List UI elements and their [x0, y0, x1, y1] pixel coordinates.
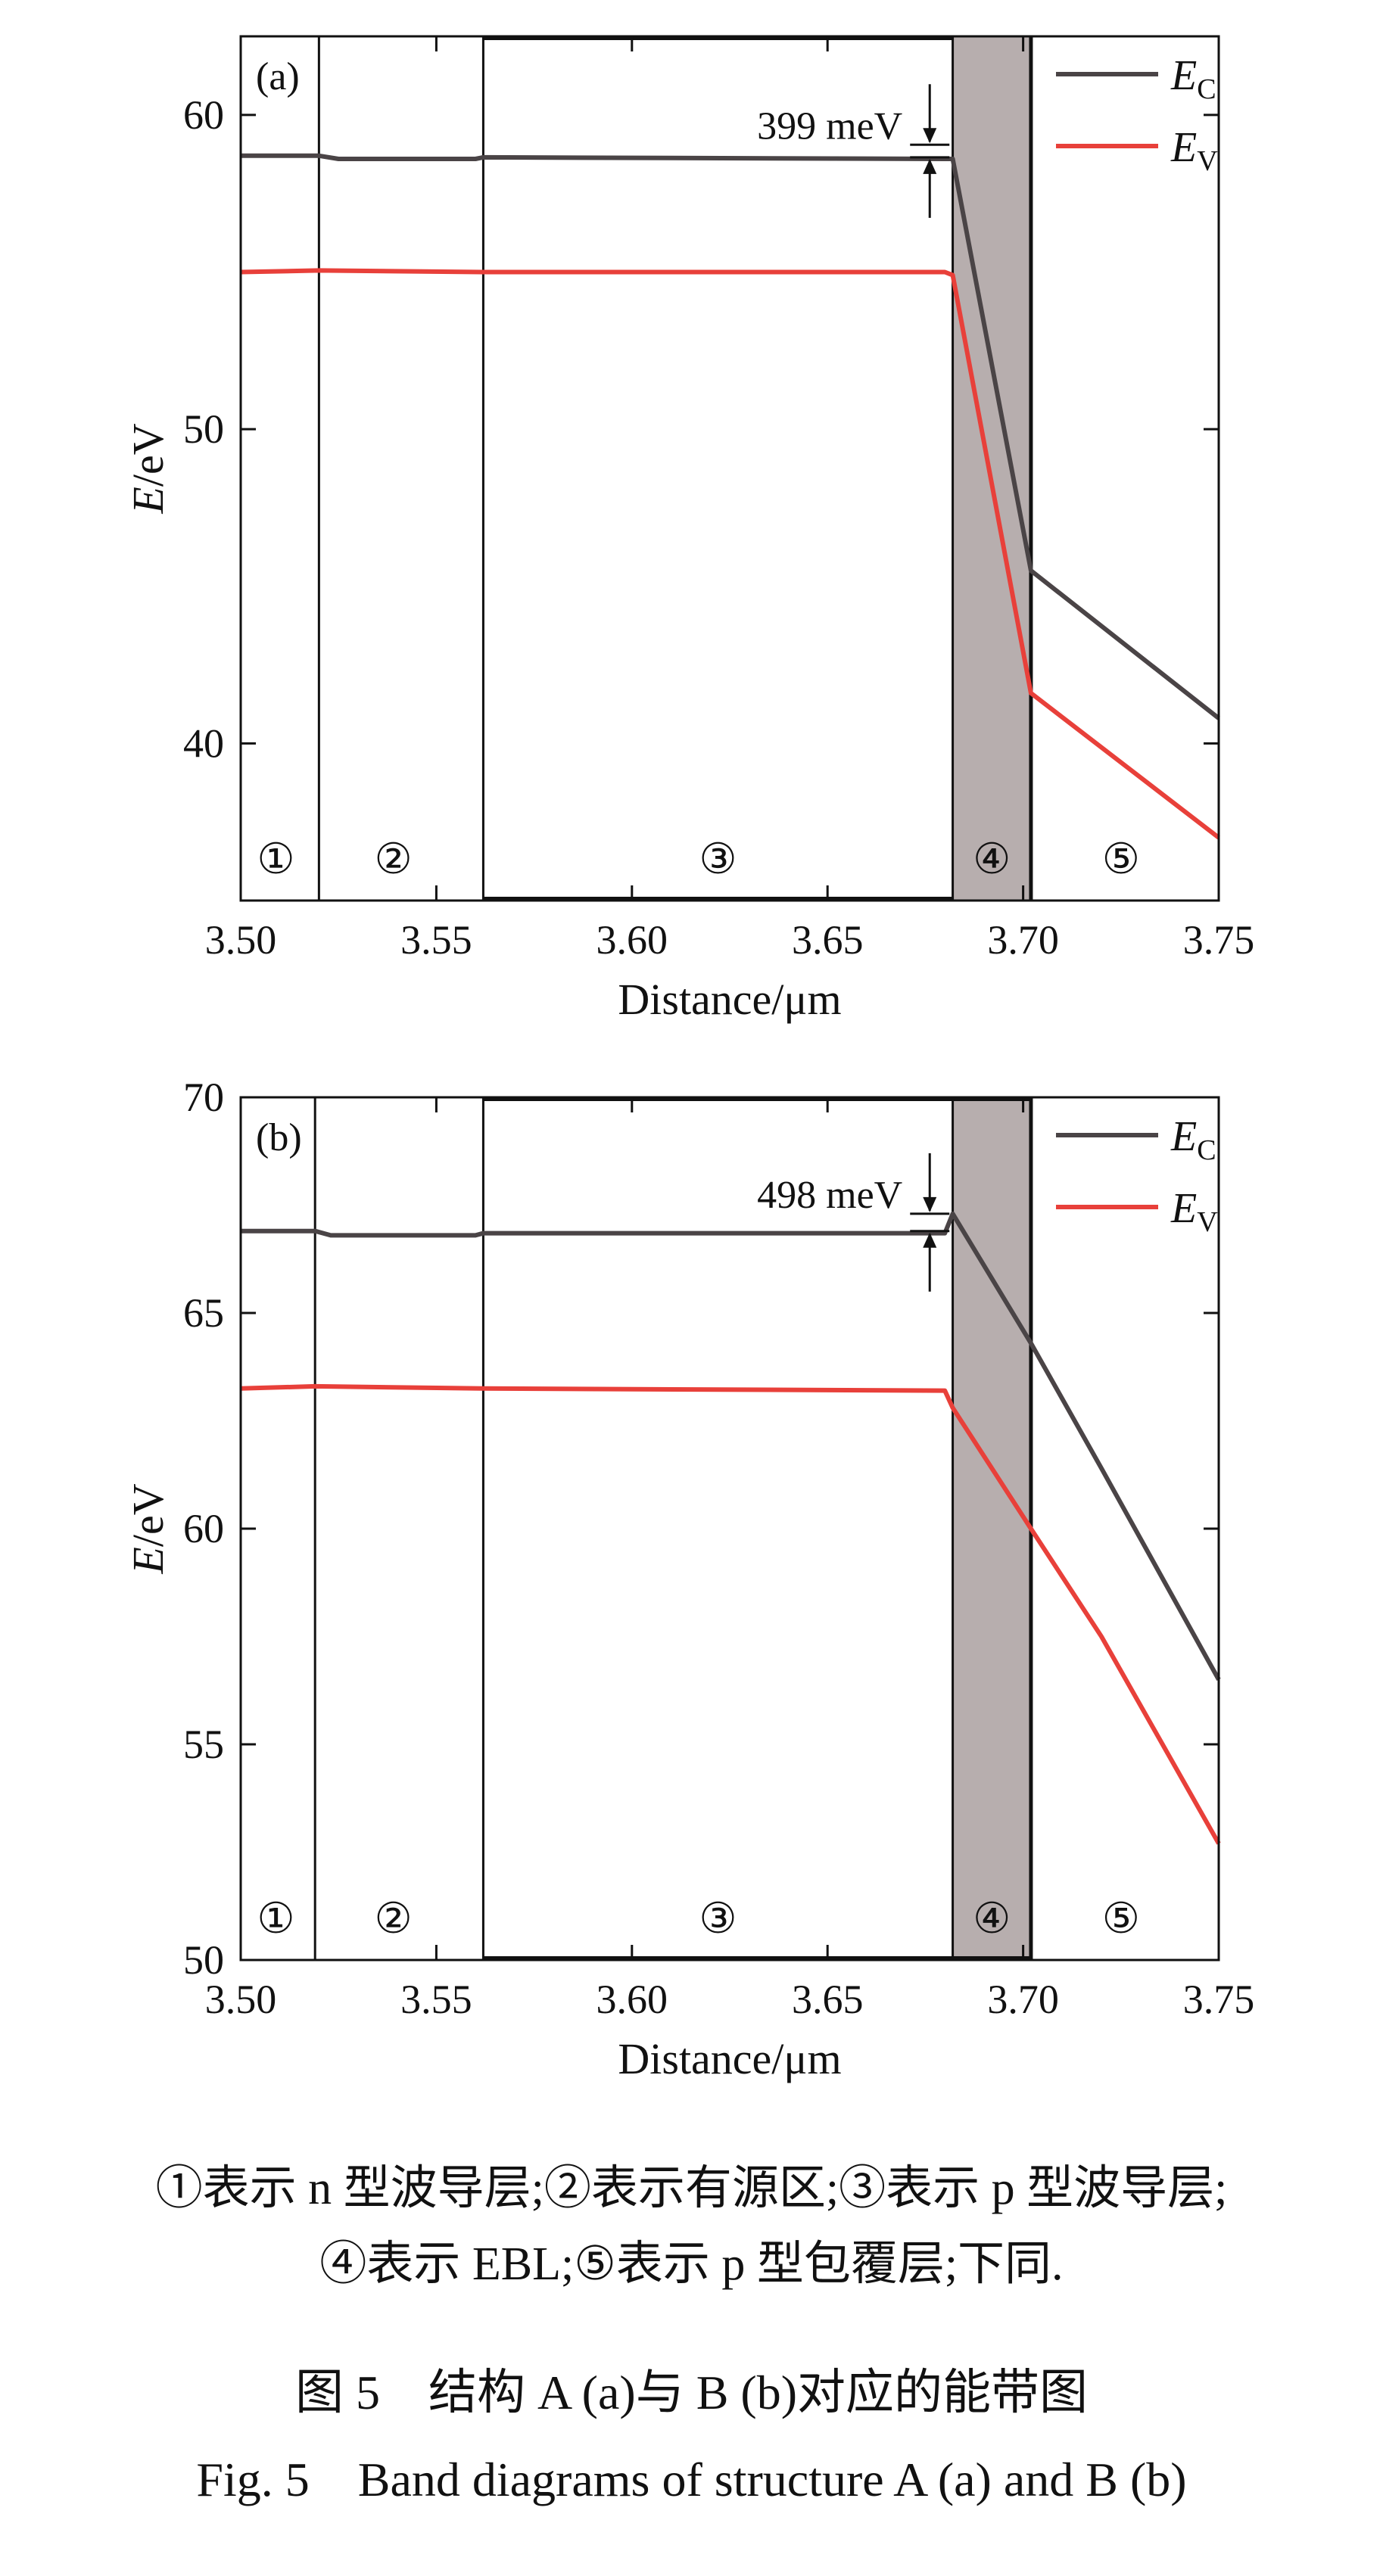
panel-a-x-tick-label: 3.65: [792, 917, 864, 963]
panel-b-panel-label: (b): [256, 1116, 302, 1159]
panel-a-legend-entry: EV: [1170, 124, 1218, 177]
panel-b-annotation-arrow-down-head: [923, 1196, 937, 1212]
panel-b-ebl-shading: [952, 1097, 1031, 1960]
panel-a-region-label: ④: [973, 836, 1011, 883]
panel-b-region-label: ⑤: [1102, 1896, 1140, 1943]
panel-b-x-axis-label: Distance/μm: [618, 2034, 841, 2083]
panel-a-ebl-shading: [952, 36, 1031, 901]
panel-b-series-ev-line: [240, 1383, 1221, 1845]
panel-b-region-label: ③: [699, 1896, 737, 1943]
panel-b-annotation-arrow-up-head: [923, 1232, 937, 1248]
panel-a-y-tick-label: 60: [183, 92, 224, 138]
panel-a-region-label: ①: [257, 836, 294, 883]
panel-a-annotation-text: 399 meV: [757, 104, 902, 148]
panel-a-y-axis-label: E/eV: [123, 423, 173, 514]
panel-b-x-tick-label: 3.50: [205, 1977, 277, 2022]
panel-a-legend-entry: EC: [1170, 52, 1216, 105]
panel-b-x-tick-label: 3.65: [792, 1977, 864, 2022]
panel-b-y-tick-label: 50: [183, 1937, 224, 1983]
panel-a-x-tick-label: 3.60: [596, 917, 668, 963]
panel-b-x-tick-label: 3.60: [596, 1977, 668, 2022]
panel-b-y-tick-label: 55: [183, 1722, 224, 1767]
panel-a-region-label: ②: [374, 836, 412, 883]
panel-a-y-tick-label: 50: [183, 406, 224, 452]
panel-a-x-axis-label: Distance/μm: [618, 975, 841, 1024]
panel-b-x-tick-label: 3.55: [400, 1977, 472, 2022]
panel-a-plot-frame: [239, 35, 1220, 902]
panel-b-legend-entry: EV: [1170, 1185, 1218, 1238]
panel-b-y-tick-label: 65: [183, 1290, 224, 1336]
panel-b-region-label: ②: [374, 1896, 412, 1943]
panel-b-region-label: ④: [973, 1896, 1011, 1943]
panel-b-y-tick-label: 70: [183, 1075, 224, 1120]
panel-a-panel-label: (a): [256, 55, 300, 98]
panel-a-annotation-arrow-down-head: [923, 128, 937, 144]
panel-a-region-label: ③: [699, 836, 737, 883]
panel-b-series-ec-line: [241, 1211, 1221, 1681]
panel-b-legend-entry: EC: [1170, 1113, 1216, 1166]
panel-a-x-tick-label: 3.55: [400, 917, 472, 963]
panel-b-y-tick-label: 60: [183, 1506, 224, 1551]
panel-b: 3.50 3.55 3.60 3.65 3.70 3.75 50 55 60 65 70 Distan…: [123, 1075, 1254, 2083]
panel-a-x-tick-label: 3.50: [205, 917, 277, 963]
panel-b-region-label: ①: [257, 1896, 294, 1943]
panel-b-x-tick-label: 3.70: [987, 1977, 1059, 2022]
panel-b-plot-frame: [239, 1096, 1220, 1962]
band-diagram-figure: 3.50 3.55 3.60 3.65 3.70 3.75 40 50 60 Distance/μ…: [123, 35, 1255, 2083]
figure-caption-chinese: 图 5 结构 A (a)与 B (b)对应的能带图: [294, 2366, 1089, 2419]
panel-b-y-axis-label: E/eV: [123, 1483, 173, 1574]
panel-a-y-tick-label: 40: [183, 720, 224, 766]
panel-a-x-tick-label: 3.70: [987, 917, 1059, 963]
panel-a-annotation-arrow-up-head: [923, 158, 937, 174]
region-note-line-2: ④表示 EBL;⑤表示 p 型包覆层;下同.: [319, 2238, 1064, 2290]
panel-a-series-ev-line: [240, 268, 1220, 840]
panel-a-series-ec-line: [241, 153, 1220, 720]
region-note-line-1: ①表示 n 型波导层;②表示有源区;③表示 p 型波导层;: [155, 2163, 1228, 2214]
panel-b-x-tick-label: 3.75: [1183, 1977, 1255, 2022]
panel-b-annotation-text: 498 meV: [757, 1174, 902, 1217]
panel-a-region-label: ⑤: [1102, 836, 1140, 883]
figure-caption-english: Fig. 5 Band diagrams of structure A (a) …: [196, 2453, 1187, 2506]
panel-a: 3.50 3.55 3.60 3.65 3.70 3.75 40 50 60 Distance/μ…: [123, 35, 1255, 1024]
panel-a-x-tick-label: 3.75: [1183, 917, 1255, 963]
